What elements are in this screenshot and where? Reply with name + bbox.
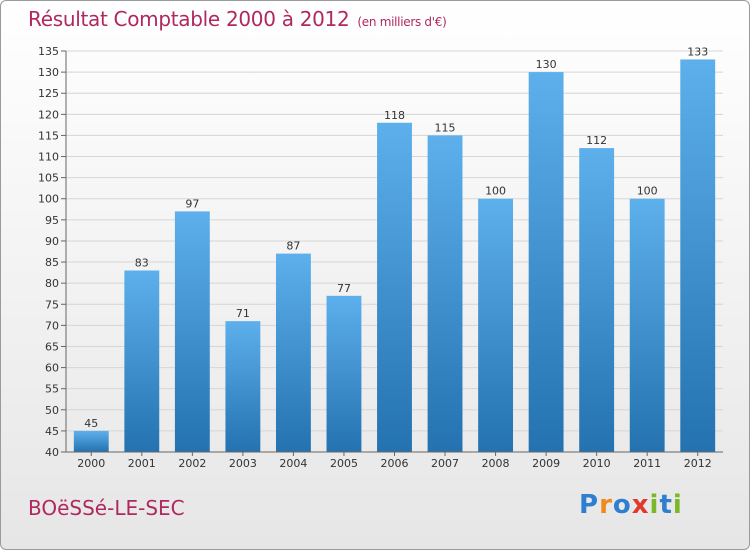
- data-label: 133: [687, 45, 708, 58]
- bar: [326, 295, 362, 452]
- bar: [478, 198, 514, 452]
- axes: [61, 50, 723, 456]
- data-label: 112: [586, 134, 607, 147]
- y-tick-label: 80: [45, 277, 59, 290]
- y-tick-label: 90: [45, 235, 59, 248]
- bars: [73, 59, 716, 453]
- data-label: 77: [337, 282, 351, 295]
- x-tick-label: 2011: [633, 457, 661, 470]
- chart-subtitle: (en milliers d'€): [357, 15, 447, 29]
- logo-letter: t: [659, 490, 673, 520]
- x-tick-label: 2007: [431, 457, 459, 470]
- y-tick-label: 50: [45, 404, 59, 417]
- data-label: 97: [185, 197, 199, 210]
- y-tick-label: 115: [38, 129, 59, 142]
- y-tick-label: 130: [38, 66, 59, 79]
- data-label: 87: [286, 240, 300, 253]
- y-tick-label: 135: [38, 45, 59, 58]
- x-tick-label: 2005: [330, 457, 358, 470]
- y-tick-label: 100: [38, 193, 59, 206]
- bar: [174, 211, 210, 452]
- y-tick-label: 125: [38, 87, 59, 100]
- y-tick-label: 75: [45, 298, 59, 311]
- x-tick-label: 2006: [381, 457, 409, 470]
- bar: [377, 122, 412, 452]
- bar: [275, 253, 311, 452]
- bar: [124, 270, 160, 452]
- y-tick-label: 45: [45, 425, 59, 438]
- data-label: 115: [435, 121, 456, 134]
- chart-title: Résultat Comptable 2000 à 2012 (en millie…: [28, 7, 447, 31]
- y-tick-label: 120: [38, 108, 59, 121]
- y-tick-label: 110: [38, 151, 59, 164]
- bar: [629, 198, 665, 452]
- town-name: BOëSSé-LE-SEC: [28, 496, 185, 520]
- x-tick-label: 2010: [583, 457, 611, 470]
- data-label: 71: [236, 307, 250, 320]
- logo-letter: i: [672, 490, 683, 520]
- logo-letter: i: [649, 490, 660, 520]
- logo-letter: r: [599, 490, 613, 520]
- bar: [680, 59, 716, 452]
- proxiti-logo: Proxiti: [579, 490, 683, 520]
- data-label: 100: [485, 185, 506, 198]
- data-label: 100: [637, 185, 658, 198]
- x-tick-label: 2012: [684, 457, 712, 470]
- logo-letter: x: [631, 490, 650, 520]
- y-tick-label: 60: [45, 362, 59, 375]
- y-tick-label: 65: [45, 340, 59, 353]
- y-tick-label: 40: [45, 446, 59, 459]
- x-tick-label: 2000: [77, 457, 105, 470]
- x-tick-label: 2009: [532, 457, 560, 470]
- bar: [225, 321, 261, 452]
- y-tick-label: 70: [45, 319, 59, 332]
- data-label: 83: [135, 256, 149, 269]
- logo-letter: o: [612, 490, 632, 520]
- x-tick-label: 2008: [482, 457, 510, 470]
- x-tick-label: 2004: [279, 457, 307, 470]
- x-tick-label: 2002: [178, 457, 206, 470]
- x-tick-label: 2003: [229, 457, 257, 470]
- bar: [579, 148, 615, 452]
- bar: [73, 430, 109, 452]
- bar: [427, 135, 463, 452]
- y-tick-label: 95: [45, 214, 59, 227]
- data-label: 130: [536, 58, 557, 71]
- logo-letter: P: [579, 490, 600, 520]
- data-label: 118: [384, 109, 405, 122]
- labels: 40 45 50 55 60 65 70 75 80 85 90 95 100 105 110 115 120 1…: [38, 45, 712, 470]
- data-label: 45: [84, 417, 98, 430]
- chart-title-text: Résultat Comptable 2000 à 2012: [28, 7, 350, 31]
- y-tick-label: 105: [38, 172, 59, 185]
- bar: [528, 72, 564, 453]
- y-tick-label: 55: [45, 383, 59, 396]
- y-tick-label: 85: [45, 256, 59, 269]
- x-tick-label: 2001: [128, 457, 156, 470]
